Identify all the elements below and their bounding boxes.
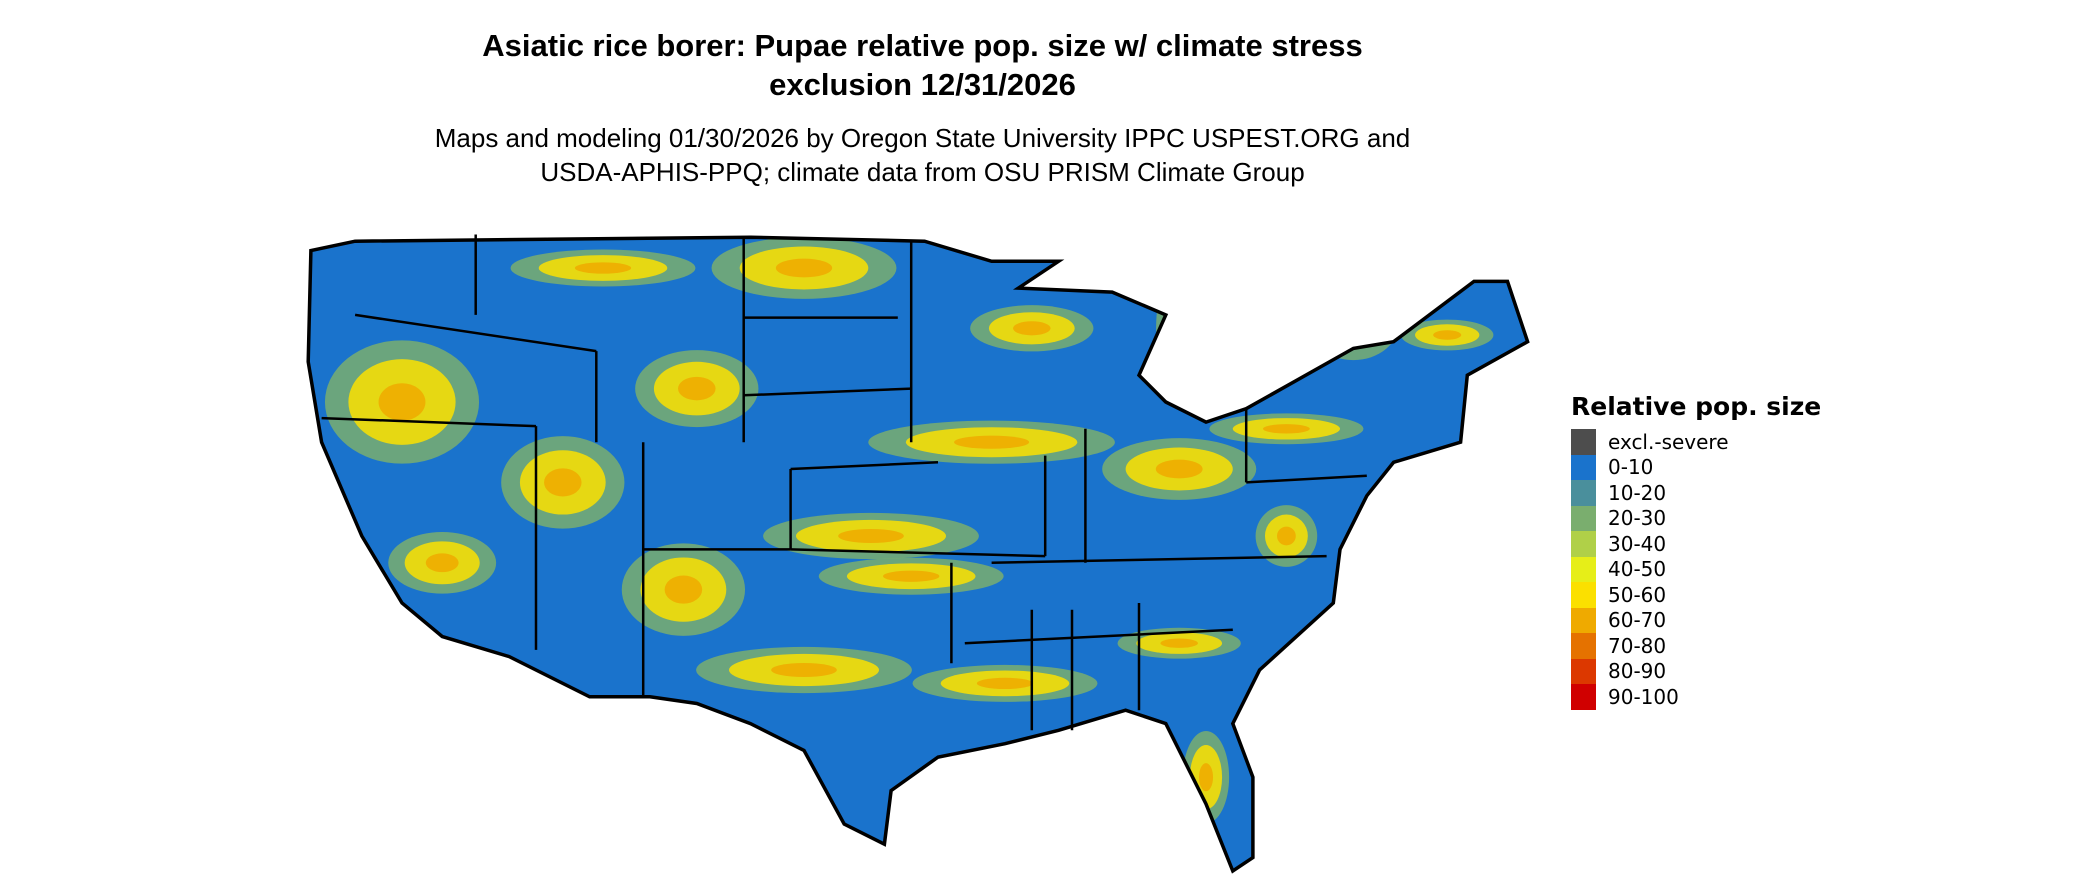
legend-label: 60-70 [1608,608,1667,633]
state-border [743,387,912,397]
population-zone [1160,638,1198,648]
map-title-line2: exclusion 12/31/2026 [769,67,1076,102]
legend-swatch [1571,607,1596,633]
legend-label: 80-90 [1608,659,1667,684]
legend-label: 10-20 [1608,480,1667,505]
state-border [321,416,537,428]
legend-item: 50-60 [1571,582,1821,608]
population-zone [1198,763,1214,792]
legend-item: 10-20 [1571,480,1821,506]
legend-item: 80-90 [1571,658,1821,684]
population-zone [1277,526,1296,546]
us-outline [306,235,1530,874]
population-zone [425,553,459,573]
population-zones [324,237,1494,824]
state-borders [321,234,1367,731]
population-zone [678,376,716,401]
legend-label: 50-60 [1608,582,1667,607]
legend-swatch [1571,531,1596,557]
subtitle-line2: USDA-APHIS-PPQ; climate data from OSU PR… [540,157,1305,187]
state-border [790,461,939,471]
legend-item: 60-70 [1571,607,1821,633]
population-zone [1339,309,1368,334]
legend-label: 30-40 [1608,531,1667,556]
population-zone [838,528,904,544]
legend-swatch [1571,480,1596,506]
legend-swatch [1571,556,1596,582]
population-zone [954,435,1030,449]
legend-label: 90-100 [1608,684,1679,709]
population-zone [1321,294,1386,349]
population-zone [775,258,833,278]
legend-label: 40-50 [1608,557,1667,582]
map-title-line1: Asiatic rice borer: Pupae relative pop. … [482,28,1363,63]
subtitle-line1: Maps and modeling 01/30/2026 by Oregon S… [434,123,1411,153]
state-border [964,628,1233,645]
population-zone [1172,309,1187,348]
legend-title: Relative pop. size [1571,392,1822,421]
population-zone [378,383,426,421]
legend-swatch [1571,684,1596,710]
legend-item: 0-10 [1571,454,1821,480]
legend-swatch [1571,505,1596,531]
legend: Relative pop. size excl.-severe 0-10 10-20… [1571,392,1821,710]
state-border [991,554,1327,565]
legend-item: 20-30 [1571,505,1821,531]
population-zone [976,677,1034,690]
legend-swatch [1571,429,1596,455]
legend-item: 70-80 [1571,633,1821,659]
state-border [1246,474,1367,484]
population-zone [1163,285,1196,372]
legend-label: 20-30 [1608,506,1667,531]
legend-item: 40-50 [1571,556,1821,582]
legend-label: excl.-severe [1608,429,1729,454]
legend-swatch [1571,582,1596,608]
population-zone [544,468,582,497]
population-zone [574,262,632,274]
legend-item: excl.-severe [1571,429,1821,455]
population-zone [1433,330,1462,340]
population-zone [883,570,940,582]
legend-label: 70-80 [1608,633,1667,658]
legend-swatch [1571,633,1596,659]
legend-label: 0-10 [1608,455,1654,480]
legend-item: 90-100 [1571,684,1821,710]
population-zone [1156,266,1203,390]
state-border [790,548,1046,558]
population-zone [1155,459,1203,479]
legend-swatch [1571,454,1596,480]
population-zone [1013,321,1051,336]
population-zone [1262,424,1310,434]
state-border [354,313,597,353]
legend-swatch [1571,658,1596,684]
population-zone [771,662,837,678]
population-zone [664,575,703,604]
legend-item: 30-40 [1571,531,1821,557]
